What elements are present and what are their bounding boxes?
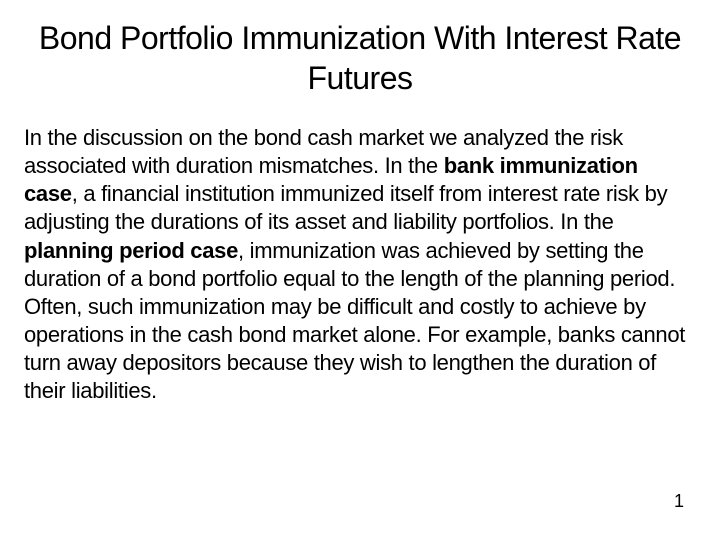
slide-title: Bond Portfolio Immunization With Interes… (24, 18, 696, 98)
body-bold-2: planning period case (24, 238, 238, 263)
body-paragraph: In the discussion on the bond cash marke… (24, 124, 696, 406)
body-run-2: , a financial institution immunized itse… (24, 181, 667, 234)
page-number: 1 (674, 491, 684, 512)
